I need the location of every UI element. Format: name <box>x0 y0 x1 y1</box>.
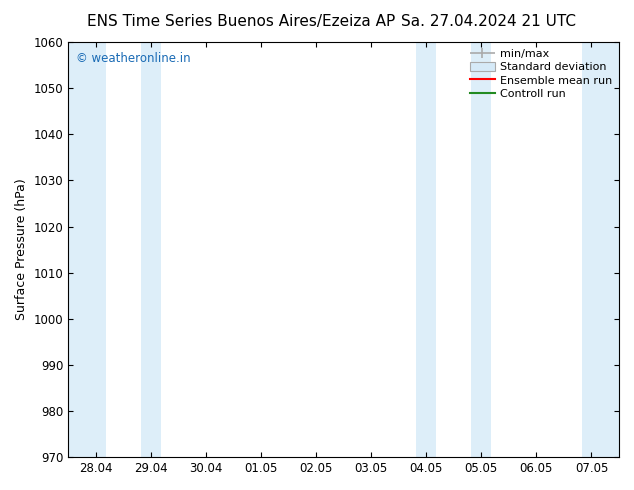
Legend: min/max, Standard deviation, Ensemble mean run, Controll run: min/max, Standard deviation, Ensemble me… <box>467 46 616 102</box>
Text: ENS Time Series Buenos Aires/Ezeiza AP: ENS Time Series Buenos Aires/Ezeiza AP <box>87 14 395 29</box>
Bar <box>581 42 619 457</box>
Bar <box>141 42 160 457</box>
Y-axis label: Surface Pressure (hPa): Surface Pressure (hPa) <box>15 179 28 320</box>
Bar <box>417 42 436 457</box>
Text: © weatheronline.in: © weatheronline.in <box>77 52 191 66</box>
Bar <box>471 42 491 457</box>
Bar <box>68 42 106 457</box>
Text: Sa. 27.04.2024 21 UTC: Sa. 27.04.2024 21 UTC <box>401 14 576 29</box>
